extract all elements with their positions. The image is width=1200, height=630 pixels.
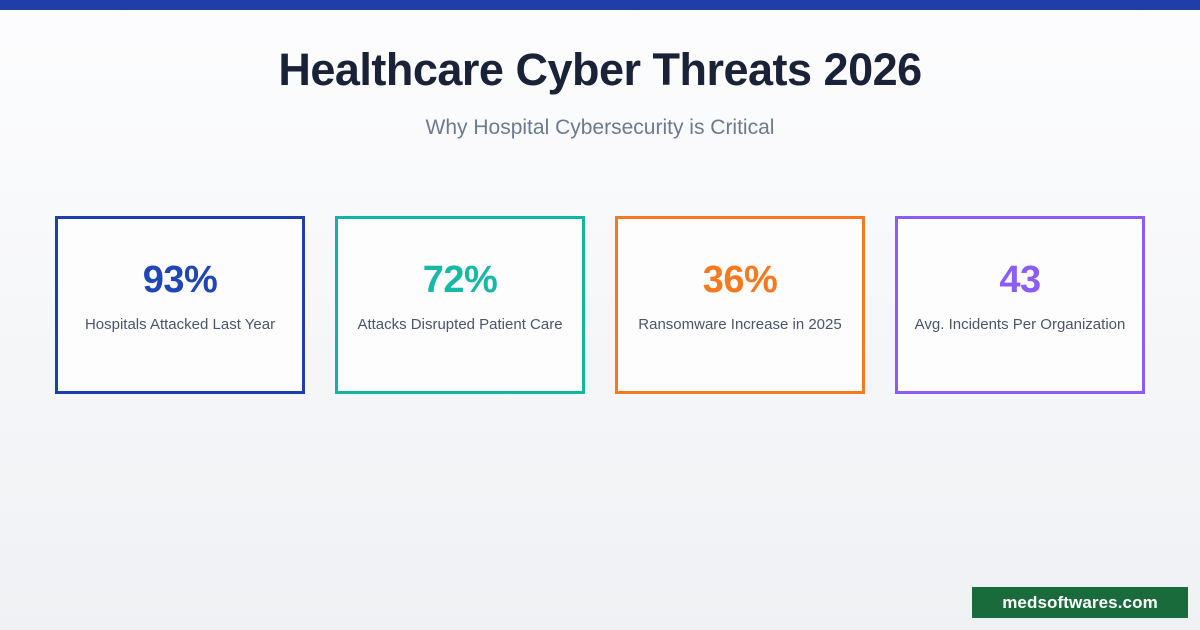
header: Healthcare Cyber Threats 2026 Why Hospit… <box>0 10 1200 140</box>
stat-value: 43 <box>999 259 1041 301</box>
stat-value: 93% <box>142 259 218 301</box>
page-subtitle: Why Hospital Cybersecurity is Critical <box>425 116 775 140</box>
top-accent-bar <box>0 0 1200 10</box>
stat-value: 72% <box>422 259 498 301</box>
stat-label: Ransomware Increase in 2025 <box>638 316 842 333</box>
page-title: Healthcare Cyber Threats 2026 <box>278 44 922 95</box>
stat-card-hospitals-attacked: 93% Hospitals Attacked Last Year <box>55 216 305 394</box>
site-watermark-badge: medsoftwares.com <box>972 587 1188 618</box>
stat-label: Attacks Disrupted Patient Care <box>357 316 563 333</box>
stat-card-patient-care-disrupted: 72% Attacks Disrupted Patient Care <box>335 216 585 394</box>
site-watermark-label: medsoftwares.com <box>1002 592 1158 612</box>
stat-label: Hospitals Attacked Last Year <box>84 316 276 333</box>
stat-label: Avg. Incidents Per Organization <box>914 316 1126 333</box>
stat-cards-row: 93% Hospitals Attacked Last Year 72% Att… <box>55 216 1145 394</box>
stat-card-avg-incidents: 43 Avg. Incidents Per Organization <box>895 216 1145 394</box>
stat-value: 36% <box>702 259 778 301</box>
stat-card-ransomware-increase: 36% Ransomware Increase in 2025 <box>615 216 865 394</box>
